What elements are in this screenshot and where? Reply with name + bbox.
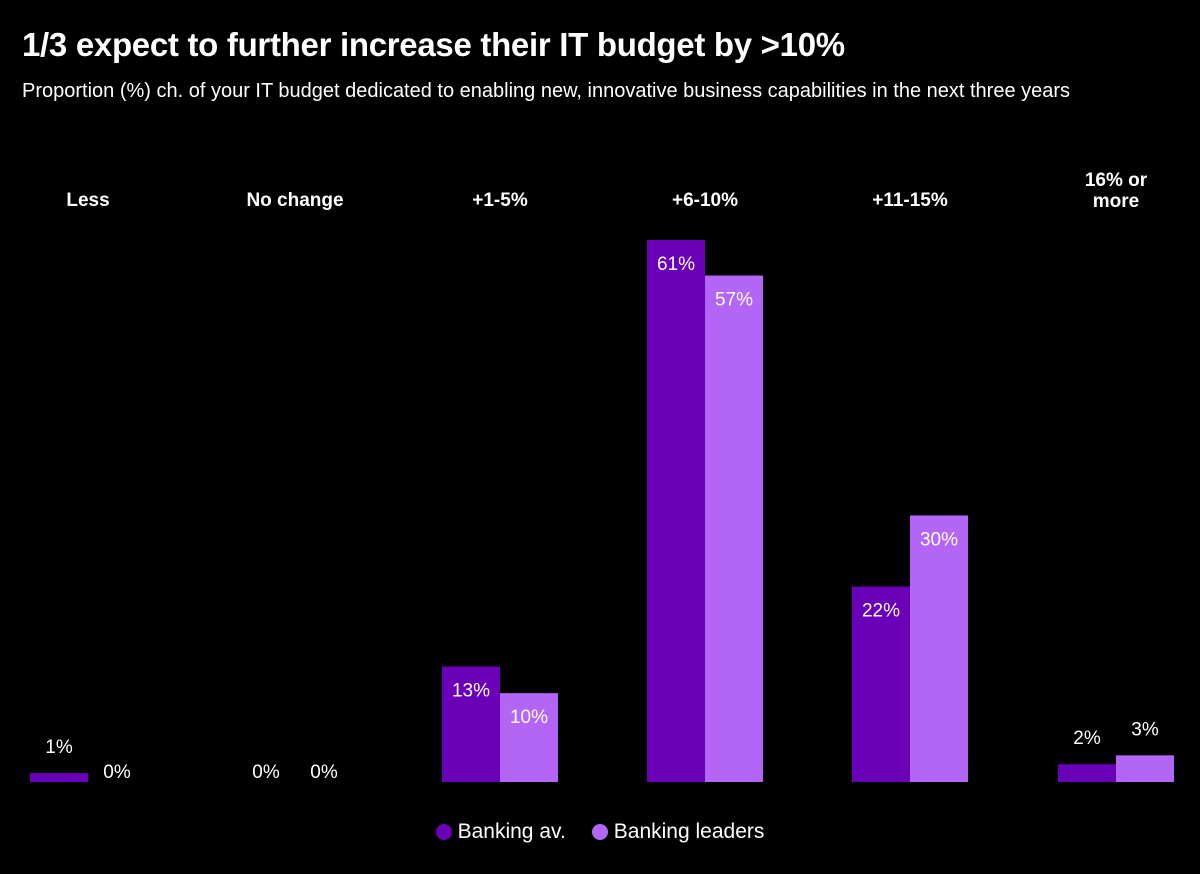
bar-1-5 bbox=[1116, 755, 1174, 782]
bar-0-2 bbox=[442, 666, 500, 782]
category-label-0: Less bbox=[66, 190, 109, 211]
legend-label-banking-leaders: Banking leaders bbox=[613, 820, 765, 843]
data-label-1-1: 0% bbox=[310, 762, 338, 783]
data-label-0-4: 22% bbox=[862, 601, 900, 622]
legend-swatch-banking-av bbox=[435, 824, 452, 840]
data-label-0-2: 13% bbox=[452, 680, 490, 701]
legend-item-banking-av: Banking av. bbox=[435, 820, 566, 844]
legend-label-banking-av: Banking av. bbox=[457, 820, 566, 843]
bar-1-4 bbox=[910, 515, 968, 782]
data-label-0-0: 1% bbox=[45, 737, 73, 758]
category-label-3: +6-10% bbox=[672, 190, 738, 211]
data-label-0-5: 2% bbox=[1073, 728, 1101, 749]
bar-0-0 bbox=[30, 773, 88, 782]
category-label-1: No change bbox=[246, 190, 343, 211]
bar-0-4 bbox=[852, 586, 910, 782]
category-label-4: +11-15% bbox=[872, 190, 948, 211]
bar-1-2 bbox=[500, 693, 558, 782]
category-label-2: +1-5% bbox=[472, 190, 528, 211]
data-label-0-3: 61% bbox=[657, 254, 695, 275]
bar-1-3 bbox=[705, 275, 763, 782]
category-label-5: 16% or more bbox=[1085, 170, 1148, 212]
chart-title: 1/3 expect to further increase their IT … bbox=[22, 26, 845, 63]
data-label-1-5: 3% bbox=[1131, 719, 1159, 740]
chart-subtitle: Proportion (%) ch. of your IT budget ded… bbox=[22, 80, 1071, 102]
data-label-1-3: 57% bbox=[715, 290, 753, 311]
bar-0-5 bbox=[1058, 764, 1116, 782]
legend: Banking av. Banking leaders bbox=[0, 820, 1200, 844]
data-label-1-2: 10% bbox=[510, 707, 548, 728]
data-label-1-0: 0% bbox=[103, 762, 131, 783]
legend-swatch-banking-leaders bbox=[591, 824, 608, 840]
data-label-0-1: 0% bbox=[252, 762, 280, 783]
legend-item-banking-leaders: Banking leaders bbox=[591, 820, 765, 844]
bar-0-3 bbox=[647, 240, 705, 782]
data-label-1-4: 30% bbox=[920, 529, 958, 550]
